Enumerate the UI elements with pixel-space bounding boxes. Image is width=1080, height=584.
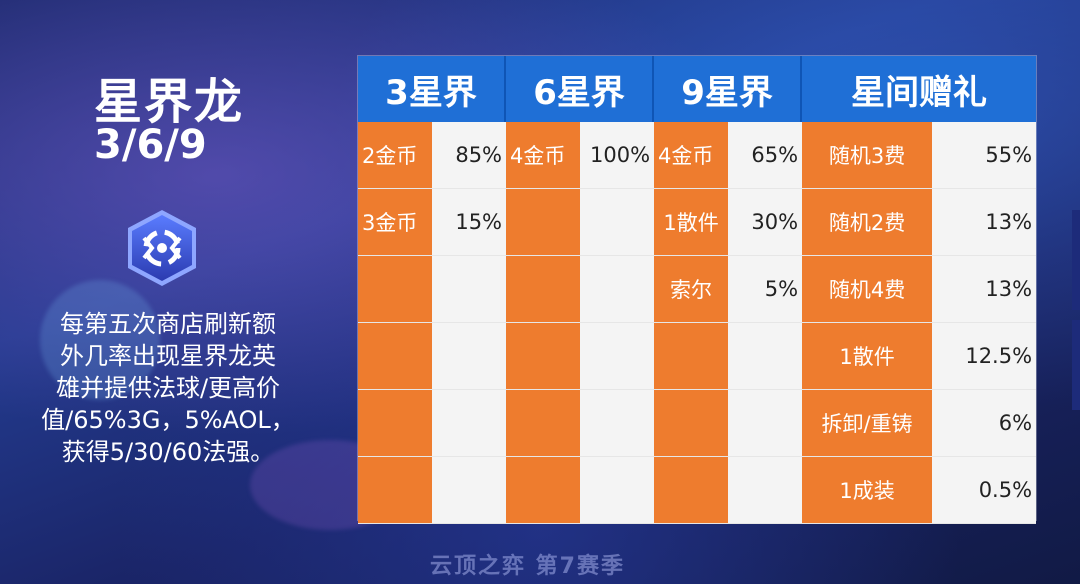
table-row: 索尔 5% 随机4费 13% (358, 256, 1037, 323)
cell-name (506, 323, 581, 390)
cell-pct (728, 390, 803, 457)
season-watermark: 云顶之弈 第7赛季 (430, 554, 625, 579)
cell-pct: 12.5% (932, 323, 1037, 390)
cell-name: 拆卸/重铸 (802, 390, 933, 457)
cell-name: 索尔 (654, 256, 729, 323)
cell-name: 1成装 (802, 457, 933, 524)
cell-name: 4金币 (654, 122, 729, 189)
cell-name: 随机3费 (802, 122, 933, 189)
table-row: 2金币 85% 4金币 100% 4金币 65% 随机3费 55% (358, 122, 1037, 189)
trait-description: 每第五次商店刷新额 外几率出现星界龙英 雄并提供法球/更高价 值/65%3G，5… (41, 310, 295, 466)
cell-pct (580, 189, 655, 256)
cell-name: 4金币 (506, 122, 581, 189)
cell-name (358, 256, 432, 323)
cell-pct (432, 323, 507, 390)
header-9-astral: 9星界 (654, 56, 803, 122)
cell-pct (580, 323, 655, 390)
table-row: 1散件 12.5% (358, 323, 1037, 390)
cell-name: 1散件 (802, 323, 933, 390)
cell-pct (432, 390, 507, 457)
cell-pct (580, 390, 655, 457)
cell-pct (580, 256, 655, 323)
cell-pct: 5% (728, 256, 803, 323)
cell-name (654, 457, 729, 524)
cell-pct (728, 323, 803, 390)
table-header-row: 3星界 6星界 9星界 星间赠礼 (358, 56, 1037, 122)
cell-pct: 85% (432, 122, 507, 189)
cell-name (358, 457, 432, 524)
astral-dragon-hex-icon (128, 210, 196, 286)
cell-pct: 15% (432, 189, 507, 256)
cell-pct: 30% (728, 189, 803, 256)
cell-name (654, 390, 729, 457)
cell-pct: 100% (580, 122, 655, 189)
cell-name (506, 457, 581, 524)
cell-pct: 13% (932, 256, 1037, 323)
cell-name: 随机2费 (802, 189, 933, 256)
table-row: 拆卸/重铸 6% (358, 390, 1037, 457)
cell-pct: 55% (932, 122, 1037, 189)
set-info-panel: 星界龙 3/6/9 每第五次商店刷新额 外几率出现星界龙英 雄并提供法球/更高价… (0, 0, 340, 584)
cell-name (506, 189, 581, 256)
odds-table: 3星界 6星界 9星界 星间赠礼 2金币 85% 4金币 100% 4金币 65… (358, 56, 1037, 524)
cell-pct (728, 457, 803, 524)
trait-levels: 3/6/9 (94, 122, 207, 168)
cell-name: 1散件 (654, 189, 729, 256)
cell-name (506, 390, 581, 457)
cell-pct: 13% (932, 189, 1037, 256)
cell-pct (432, 256, 507, 323)
cell-name (358, 390, 432, 457)
cell-name: 2金币 (358, 122, 432, 189)
trait-title: 星界龙 (94, 74, 245, 130)
table-row: 1成装 0.5% (358, 457, 1037, 524)
cell-pct (432, 457, 507, 524)
cell-name: 3金币 (358, 189, 432, 256)
cell-name (358, 323, 432, 390)
header-3-astral: 3星界 (358, 56, 507, 122)
cell-pct: 65% (728, 122, 803, 189)
cell-name (506, 256, 581, 323)
cell-pct (580, 457, 655, 524)
header-interstellar-gift: 星间赠礼 (802, 56, 1037, 122)
cell-name (654, 323, 729, 390)
cell-pct: 0.5% (932, 457, 1037, 524)
cell-name: 随机4费 (802, 256, 933, 323)
header-6-astral: 6星界 (506, 56, 655, 122)
table-row: 3金币 15% 1散件 30% 随机2费 13% (358, 189, 1037, 256)
cell-pct: 6% (932, 390, 1037, 457)
